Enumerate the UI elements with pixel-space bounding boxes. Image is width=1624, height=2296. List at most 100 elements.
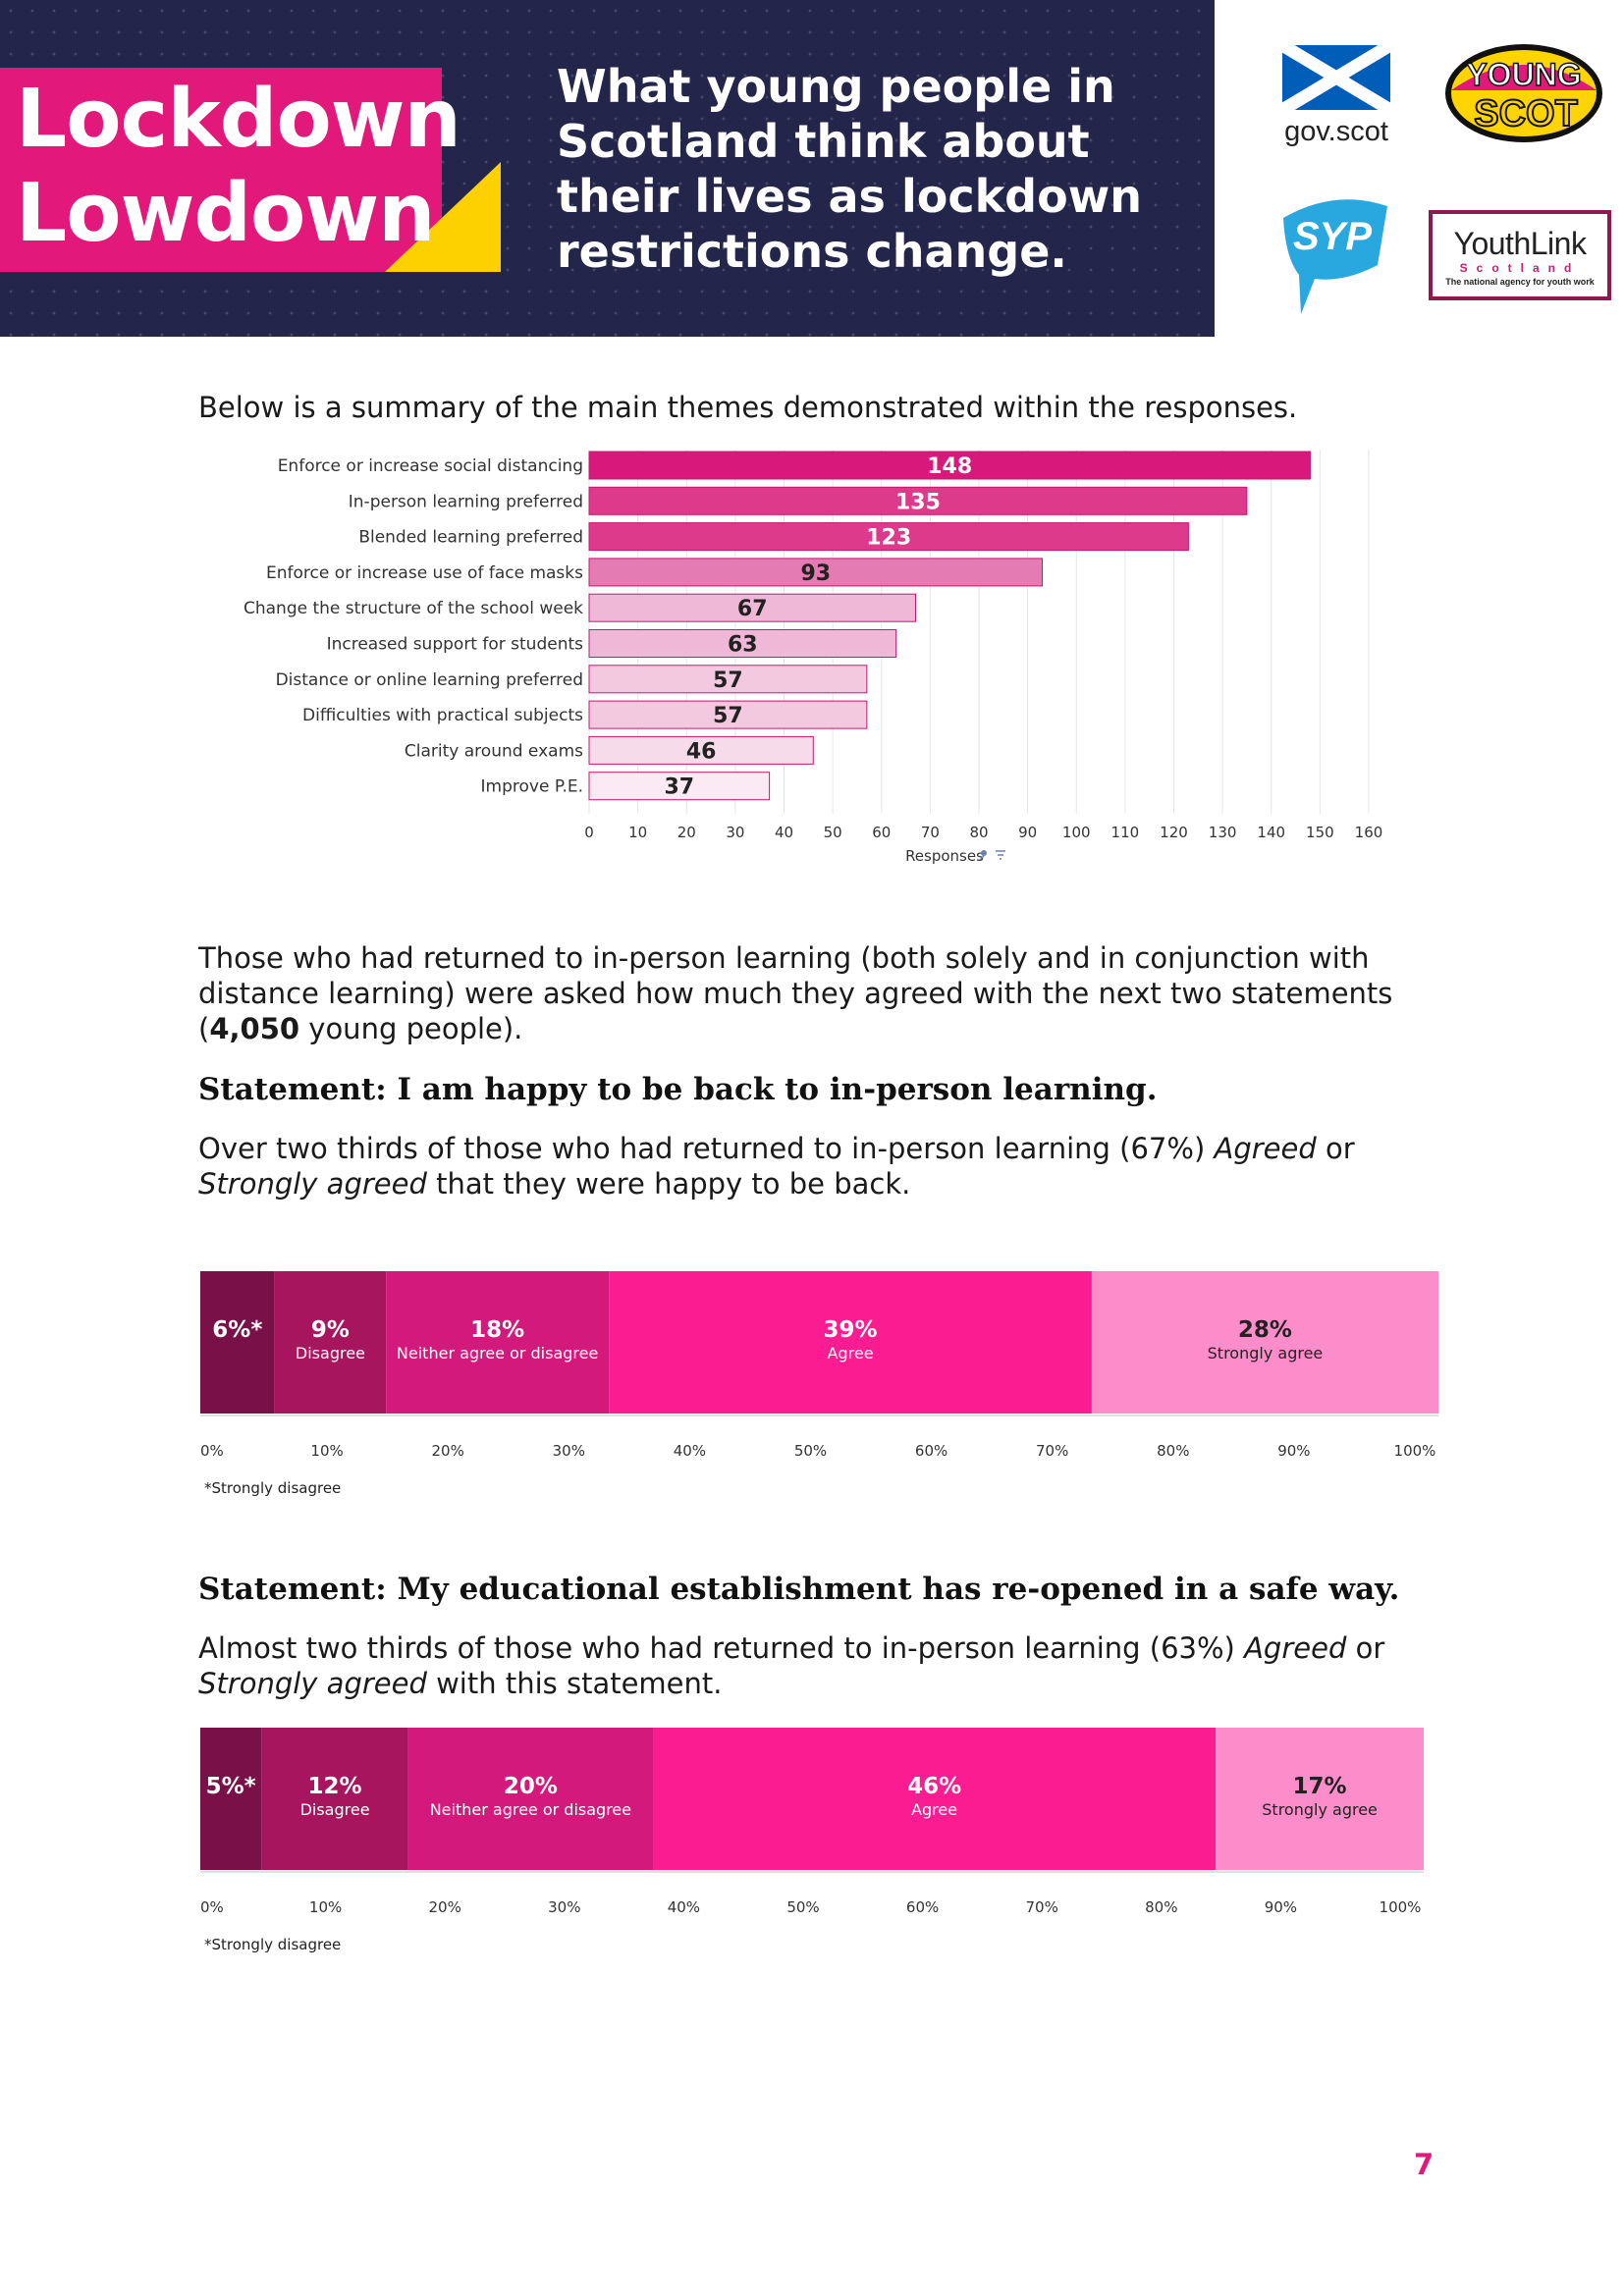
x-tick-label: 40%	[674, 1442, 706, 1460]
stacked-segment	[386, 1271, 610, 1414]
segment-category-label: Disagree	[300, 1800, 370, 1819]
bar	[588, 522, 1189, 552]
segment-category-label: Agree	[911, 1800, 957, 1819]
stacked-segment	[407, 1728, 654, 1870]
category-label: Distance or online learning preferred	[276, 670, 583, 690]
x-tick-label: 50	[824, 824, 842, 841]
category-label: Increased support for students	[327, 635, 584, 655]
pin-filter-icon[interactable]	[979, 850, 1005, 861]
stacked-segment	[1091, 1271, 1438, 1414]
x-tick-label: 100%	[1394, 1442, 1436, 1460]
statement2-summary: Almost two thirds of those who had retur…	[198, 1630, 1455, 1701]
footnote: *Strongly disagree	[204, 1479, 341, 1497]
x-tick-label: 100%	[1380, 1898, 1422, 1916]
x-tick-label: 150	[1306, 824, 1334, 841]
x-tick-label: 20%	[432, 1442, 464, 1460]
value-label: 57	[713, 668, 743, 693]
x-tick-label: 30%	[548, 1898, 580, 1916]
segment-value-label: 20%	[504, 1774, 558, 1799]
footnote: *Strongly disagree	[204, 1936, 341, 1953]
statement1-stacked-bar-chart: 6%* 9%Disagree 18%Neither agree or disagre…	[200, 1271, 1438, 1497]
x-tick-label: 80%	[1145, 1898, 1177, 1916]
syp-speech-bubble-icon: SYP	[1283, 199, 1387, 314]
value-label: 148	[927, 454, 972, 479]
young-scot-logo-icon: YOUNG SCOT	[1445, 44, 1602, 142]
statement1-summary-end: that they were happy to be back.	[426, 1167, 911, 1201]
stacked-segment	[200, 1728, 262, 1870]
stacked-segment	[653, 1728, 1217, 1870]
x-tick-label: 70	[921, 824, 940, 841]
statement1-strongly-agreed: Strongly agreed	[198, 1167, 427, 1201]
segment-value-label: 39%	[823, 1317, 877, 1343]
x-tick-label: 20%	[429, 1898, 461, 1916]
statement1-summary: Over two thirds of those who had returne…	[198, 1131, 1455, 1201]
x-tick-label: 10%	[309, 1898, 342, 1916]
segment-category-label: Neither agree or disagree	[430, 1800, 631, 1819]
x-tick-label: 70%	[1026, 1898, 1058, 1916]
bar	[588, 486, 1248, 515]
bar	[588, 772, 771, 801]
x-tick-label: 0%	[200, 1898, 224, 1916]
segment-value-label: 17%	[1293, 1774, 1347, 1799]
youthlink-logo-text: YouthLink	[1453, 226, 1587, 261]
yellow-triangle-decoration	[385, 162, 501, 272]
x-tick-label: 130	[1209, 824, 1237, 841]
syp-logo-text: SYP	[1293, 215, 1372, 258]
stacked-segment	[274, 1271, 387, 1414]
youthlink-logo-subtitle: Scotland	[1459, 261, 1581, 275]
partner-logos: gov.scot YOUNG SCOT SYP YouthLink Scotla…	[1215, 0, 1624, 337]
category-label: Clarity around exams	[405, 741, 583, 761]
x-axis-title: Responses	[905, 847, 984, 864]
x-tick-label: 100	[1062, 824, 1091, 841]
statement2-summary-text: Almost two thirds of those who had retur…	[198, 1631, 1245, 1665]
x-tick-label: 80	[969, 824, 988, 841]
category-label: Difficulties with practical subjects	[302, 706, 583, 725]
value-label: 93	[800, 561, 831, 586]
x-tick-label: 60%	[906, 1898, 939, 1916]
x-tick-label: 0	[584, 824, 594, 841]
x-tick-label: 0%	[200, 1442, 224, 1460]
statement2-summary-end: with this statement.	[426, 1667, 723, 1700]
x-tick-label: 140	[1257, 824, 1285, 841]
segment-value-label: 6%*	[212, 1317, 262, 1343]
x-tick-label: 120	[1160, 824, 1188, 841]
syp-logo: SYP	[1275, 188, 1395, 318]
x-tick-label: 90	[1018, 824, 1037, 841]
segment-value-label: 46%	[907, 1774, 961, 1799]
value-label: 63	[728, 633, 758, 658]
segment-value-label: 9%	[311, 1317, 350, 1343]
statement2-heading: Statement: My educational establishment …	[198, 1572, 1400, 1607]
young-scot-line1: YOUNG	[1466, 57, 1581, 92]
bar	[588, 665, 868, 694]
govscot-logo-text: gov.scot	[1284, 116, 1388, 147]
category-label: Blended learning preferred	[358, 528, 583, 548]
segment-value-label: 5%*	[206, 1774, 256, 1799]
intro-text: Below is a summary of the main themes de…	[198, 391, 1298, 424]
x-tick-label: 110	[1111, 824, 1140, 841]
segment-category-label: Disagree	[296, 1344, 365, 1362]
section-intro-paragraph: Those who had returned to in-person lear…	[198, 940, 1455, 1046]
section-intro-end: young people).	[299, 1012, 523, 1045]
page-number: 7	[1414, 2148, 1435, 2181]
category-label: Enforce or increase use of face masks	[266, 563, 583, 583]
segment-category-label: Strongly agree	[1262, 1800, 1378, 1819]
bar	[588, 451, 1311, 480]
statement1-heading: Statement: I am happy to be back to in-p…	[198, 1072, 1158, 1107]
bar	[588, 735, 814, 765]
value-label: 123	[866, 526, 911, 551]
saltire-flag-icon	[1278, 39, 1394, 116]
themes-bar-chart: 0 10 20 30 40 50 60 70 80 90 100 110 120 130 140 150 160…	[244, 450, 1382, 864]
stacked-segment	[261, 1728, 408, 1870]
young-scot-line2: SCOT	[1474, 93, 1578, 134]
bar	[588, 629, 897, 658]
stacked-segment	[609, 1271, 1092, 1414]
segment-value-label: 18%	[470, 1317, 524, 1343]
bar	[588, 558, 1044, 587]
statement2-agreed: Agreed	[1244, 1631, 1347, 1665]
x-tick-label: 60	[872, 824, 891, 841]
value-label: 135	[895, 490, 941, 514]
banner-title: Lockdown Lowdown	[16, 73, 461, 260]
x-tick-label: 90%	[1277, 1442, 1310, 1460]
x-tick-label: 40	[775, 824, 793, 841]
